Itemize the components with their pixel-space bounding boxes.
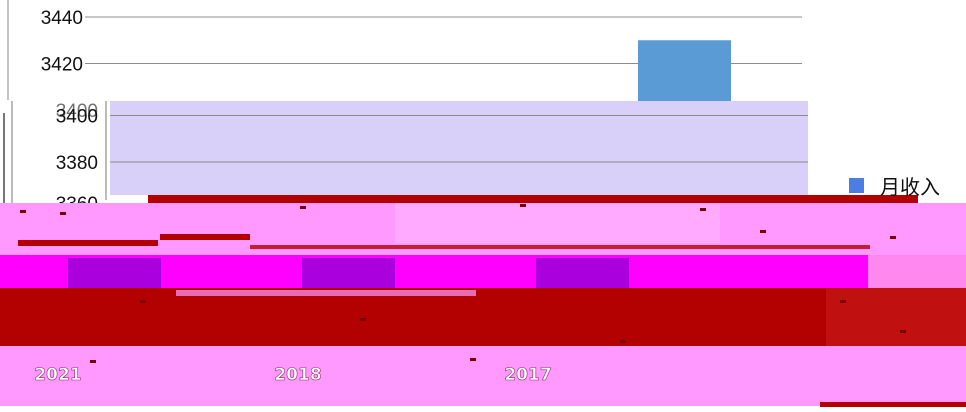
legend: 月收入 — [849, 175, 940, 199]
y-tick-label: 3440 — [41, 8, 83, 29]
x-tick-label: 2017 — [504, 365, 551, 385]
bottom-margin — [0, 406, 966, 412]
x-tick-label: 2021 — [34, 365, 81, 385]
glitch-bar-ghost — [536, 258, 629, 288]
x-tick-label: 2018 — [274, 365, 321, 385]
glitch-speckle — [520, 204, 526, 207]
glitch-speckle — [890, 236, 896, 239]
glitch-bar-ghost — [68, 258, 161, 288]
rendering-artifacts: 3380340033603400 — [0, 101, 966, 412]
x-axis: 2021 2018 2017 — [34, 365, 552, 386]
glitch-speckle — [840, 300, 846, 303]
glitch-speckle — [300, 206, 306, 209]
y-tick-label: 3420 — [41, 55, 83, 76]
y-axis: 3420 3440 — [41, 8, 83, 76]
overlay-band — [0, 101, 966, 195]
glitch-block — [0, 346, 966, 406]
y-tick-label-ghost: 3400 — [56, 101, 98, 122]
glitch-block — [0, 288, 966, 346]
legend-label: 月收入 — [880, 175, 940, 199]
glitch-strip — [18, 240, 158, 246]
glitch-speckle — [140, 300, 146, 303]
overlay-right-gap — [808, 101, 966, 195]
glitch-strip — [820, 402, 966, 407]
glitch-speckle — [90, 360, 96, 363]
y-tick-label: 3400 — [56, 107, 98, 128]
glitch-speckle — [760, 230, 766, 233]
glitch-bar-ghost — [302, 258, 395, 288]
glitch-strip — [176, 290, 476, 296]
legend-marker — [849, 178, 864, 193]
glitch-speckle — [700, 208, 706, 211]
glitch-strip — [160, 234, 250, 240]
glitch-speckle — [360, 318, 366, 321]
glitch-block — [826, 288, 966, 346]
glitch-speckle — [900, 330, 906, 333]
glitch-speckle — [470, 358, 476, 361]
glitch-strip — [148, 195, 918, 203]
glitch-band — [868, 255, 966, 288]
bar-2017-upper — [638, 40, 731, 102]
glitch-speckle — [60, 212, 66, 215]
glitch-speckle — [20, 210, 26, 213]
glitch-strip — [250, 245, 870, 249]
y-tick-label: 3380 — [56, 153, 98, 174]
glitch-block — [395, 203, 720, 243]
overlay-left-gap — [0, 101, 110, 195]
glitch-speckle — [620, 340, 626, 343]
